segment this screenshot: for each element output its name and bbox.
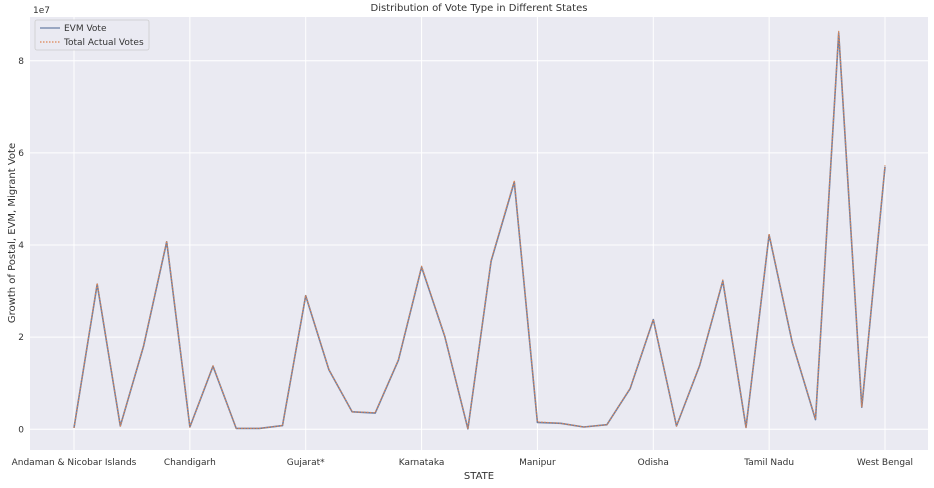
x-axis-ticks: Andaman & Nicobar Islands Chandigarh Gujar…	[12, 458, 913, 468]
x-tick-label: West Bengal	[857, 458, 913, 468]
y-tick-label: 8	[18, 57, 24, 67]
y-scale-label: 1e7	[33, 6, 50, 16]
y-tick-label: 6	[18, 149, 24, 159]
x-tick-label: Odisha	[638, 458, 669, 468]
y-axis-title: Growth of Postal, EVM, Migrant Vote	[7, 143, 18, 323]
legend-label-evm-vote: EVM Vote	[64, 24, 107, 34]
x-tick-label: Gujarat*	[287, 458, 325, 468]
x-tick-label: Andaman & Nicobar Islands	[12, 458, 137, 468]
grid-lines	[30, 17, 928, 450]
y-tick-label: 4	[18, 241, 24, 251]
plot-background	[30, 17, 928, 450]
x-tick-label: Karnataka	[399, 458, 445, 468]
legend-box	[34, 19, 150, 51]
x-tick-label: Tamil Nadu	[743, 458, 794, 468]
x-axis-title: STATE	[464, 471, 494, 482]
chart-title: Distribution of Vote Type in Different S…	[371, 3, 588, 14]
legend: EVM Vote Total Actual Votes	[34, 19, 150, 51]
x-tick-label: Chandigarh	[164, 458, 216, 468]
y-tick-label: 2	[18, 333, 24, 343]
series-lines	[73, 30, 886, 430]
series-line-total-actual-votes	[73, 30, 886, 430]
y-tick-label: 0	[18, 425, 24, 435]
legend-label-total-actual-votes: Total Actual Votes	[63, 38, 144, 48]
y-axis-ticks: 0 2 4 6 8	[18, 57, 24, 436]
x-tick-label: Manipur	[519, 458, 556, 468]
